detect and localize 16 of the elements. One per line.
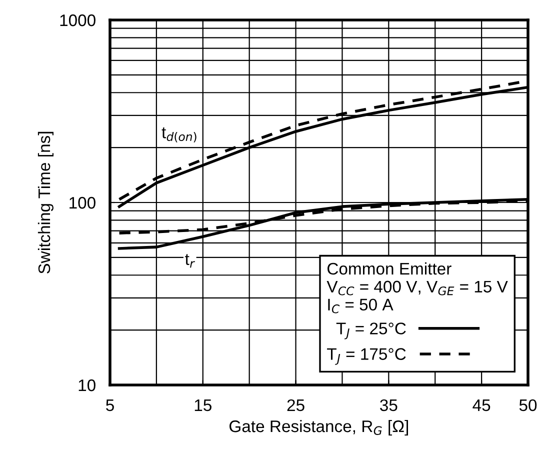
x-tick-label: 50 <box>519 399 537 412</box>
x-tick-label: 45 <box>472 400 490 412</box>
y-tick-label: 100 <box>70 196 96 209</box>
y-tick-label: 10 <box>78 379 96 392</box>
text: Common Emitter V$_{CC}$ = 400 V, V$_{GE}$ = 15 V I$_{C}$ = 50 A <box>326 262 508 314</box>
x-tick-label: 35 <box>380 399 398 412</box>
annotation: t$_{r}$ <box>185 254 195 268</box>
x-tick-label: 25 <box>287 399 304 412</box>
y-tick-label: 1000 <box>60 14 96 26</box>
x-tick-label: 15 <box>194 400 212 412</box>
annotation: t$_{d(on)}$ <box>162 127 196 142</box>
legend-label: T$_{J}$ = 175°C <box>327 348 406 365</box>
y-axis-title: Switching Time [ns] <box>38 132 54 274</box>
x-axis-title: Gate Resistance, R$_{G}$ [Ω] <box>230 420 408 436</box>
x-tick-label: 5 <box>106 400 114 412</box>
legend-label: T$_{J}$ = 25°C <box>336 322 406 340</box>
